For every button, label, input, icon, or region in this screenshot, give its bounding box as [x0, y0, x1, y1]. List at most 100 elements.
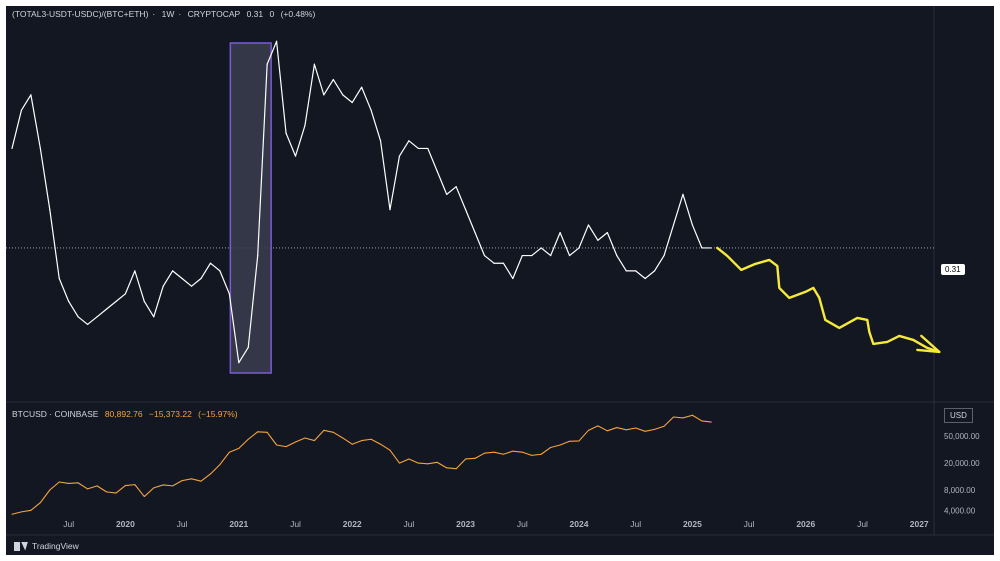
- ratio-point-2021-09: [313, 63, 315, 65]
- btc-point-2022-11: [446, 467, 448, 469]
- btc-point-2023-04: [493, 451, 495, 453]
- ratio-point-2021-01: [238, 362, 240, 364]
- ratio-point-2020-06: [172, 270, 174, 272]
- btc-point-2021-02: [247, 438, 249, 440]
- ratio-point-2019-05: [49, 209, 51, 211]
- ratio-point-2021-03: [257, 254, 259, 257]
- btc-point-2024-04: [606, 430, 608, 432]
- legend-change: 0: [269, 9, 275, 19]
- ratio-point-2024-11: [672, 224, 675, 226]
- btc-tick-label: 4,000.00: [944, 506, 976, 515]
- time-tick-label: Jul: [744, 519, 755, 529]
- time-tick-label: Jul: [403, 519, 414, 529]
- btc-point-2019-01: [11, 513, 13, 515]
- ratio-point-2023-04: [493, 262, 495, 264]
- legend-interval: 1W: [161, 9, 175, 19]
- ratio-point-2022-11: [446, 193, 448, 195]
- btc-legend[interactable]: BTCUSD · COINBASE 80,892.76 −15,373.22 (…: [12, 409, 242, 419]
- btc-point-2020-05: [162, 484, 164, 486]
- btc-point-2023-05: [502, 453, 504, 455]
- ratio-point-2024-03: [597, 239, 599, 241]
- btc-point-2022-01: [351, 443, 353, 445]
- btc-point-2022-07: [408, 458, 410, 460]
- btc-point-2024-12: [682, 417, 684, 419]
- ratio-point-2021-11: [332, 78, 334, 81]
- time-tick-label: 2023: [456, 519, 475, 529]
- btc-series: [11, 414, 712, 515]
- brand-label: TradingView: [32, 541, 79, 551]
- btc-point-2024-01: [578, 440, 580, 442]
- btc-point-2019-08: [77, 482, 79, 484]
- btc-legend-last: 80,892.76: [104, 409, 143, 419]
- ratio-point-2019-01: [11, 147, 13, 150]
- btc-point-2022-06: [398, 462, 400, 464]
- btc-point-2019-09: [87, 488, 89, 490]
- ratio-point-2019-04: [39, 147, 41, 150]
- btc-point-2021-03: [257, 431, 259, 433]
- ratio-point-2019-03: [30, 94, 32, 96]
- btc-point-2020-10: [209, 473, 211, 475]
- ratio-point-2022-04: [379, 140, 382, 142]
- ratio-point-2023-02: [474, 232, 476, 234]
- ratio-point-2024-01: [578, 247, 580, 249]
- btc-point-2019-10: [96, 485, 98, 487]
- btc-point-2020-12: [228, 451, 230, 453]
- btc-point-2023-12: [569, 440, 571, 442]
- time-tick-label: 2020: [116, 519, 135, 529]
- main-legend[interactable]: (TOTAL3-USDT-USDC)/(BTC+ETH) · 1W · CRYPTO…: [12, 9, 316, 19]
- ratio-point-2019-09: [87, 323, 89, 326]
- pane-separators: [6, 6, 994, 536]
- projection-path: [716, 246, 941, 354]
- btc-point-2019-03: [30, 509, 32, 511]
- ratio-point-2020-03: [143, 300, 145, 303]
- btc-point-2024-10: [663, 425, 665, 427]
- btc-point-2022-12: [455, 468, 457, 470]
- btc-point-2020-01: [124, 485, 126, 487]
- chart-frame: 50,000.00 20,000.00 8,000.00 4,000.00 Jul 20…: [6, 6, 994, 555]
- ratio-point-2021-06: [285, 132, 287, 134]
- time-tick-label: Jul: [290, 519, 301, 529]
- ratio-point-2022-12: [455, 186, 457, 188]
- btc-point-2023-06: [512, 450, 514, 452]
- btc-point-2023-01: [465, 458, 467, 460]
- btc-point-2024-11: [673, 416, 674, 418]
- ratio-point-2024-02: [587, 224, 590, 226]
- btc-point-2021-10: [323, 429, 325, 431]
- time-tick-label: 2024: [570, 519, 589, 529]
- ratio-point-2023-01: [465, 209, 467, 211]
- btc-point-2019-07: [68, 482, 70, 484]
- btc-point-2022-10: [436, 461, 438, 463]
- time-tick-label: Jul: [177, 519, 188, 529]
- btc-point-2021-08: [304, 437, 306, 439]
- btc-point-2023-09: [540, 453, 542, 455]
- currency-badge[interactable]: USD: [944, 408, 973, 423]
- ratio-point-2019-11: [105, 308, 108, 310]
- ratio-point-2021-04: [266, 63, 268, 65]
- chart-canvas[interactable]: 50,000.00 20,000.00 8,000.00 4,000.00 Jul 20…: [6, 6, 994, 555]
- ratio-point-2025-03: [710, 247, 712, 249]
- ratio-point-2020-04: [153, 316, 155, 318]
- tradingview-brand[interactable]: TradingView: [14, 541, 79, 551]
- ratio-point-2020-02: [134, 270, 136, 272]
- ratio-point-2022-01: [351, 101, 353, 104]
- ratio-point-2019-10: [96, 316, 98, 318]
- legend-change-pct: (+0.48%): [280, 9, 316, 19]
- ratio-point-2020-09: [200, 277, 202, 280]
- legend-source: CRYPTOCAP: [187, 9, 241, 19]
- btc-point-2020-04: [153, 487, 155, 489]
- btc-point-2019-12: [115, 492, 117, 494]
- ratio-point-2023-03: [483, 254, 486, 257]
- last-price-label: 0.31: [941, 264, 965, 275]
- ratio-point-2021-10: [323, 94, 325, 96]
- ratio-point-2022-06: [398, 155, 401, 157]
- projection-arrowhead: [916, 334, 941, 354]
- btc-price-scale: 50,000.00 20,000.00 8,000.00 4,000.00: [944, 432, 980, 515]
- btc-point-2022-04: [380, 443, 382, 445]
- ratio-point-2020-01: [124, 293, 126, 295]
- btc-point-2023-11: [559, 444, 561, 446]
- btc-point-2024-07: [635, 427, 637, 429]
- btc-point-2023-02: [474, 457, 476, 459]
- ratio-point-2019-12: [115, 300, 117, 303]
- btc-point-2021-04: [266, 431, 268, 433]
- btc-point-2021-07: [295, 441, 296, 443]
